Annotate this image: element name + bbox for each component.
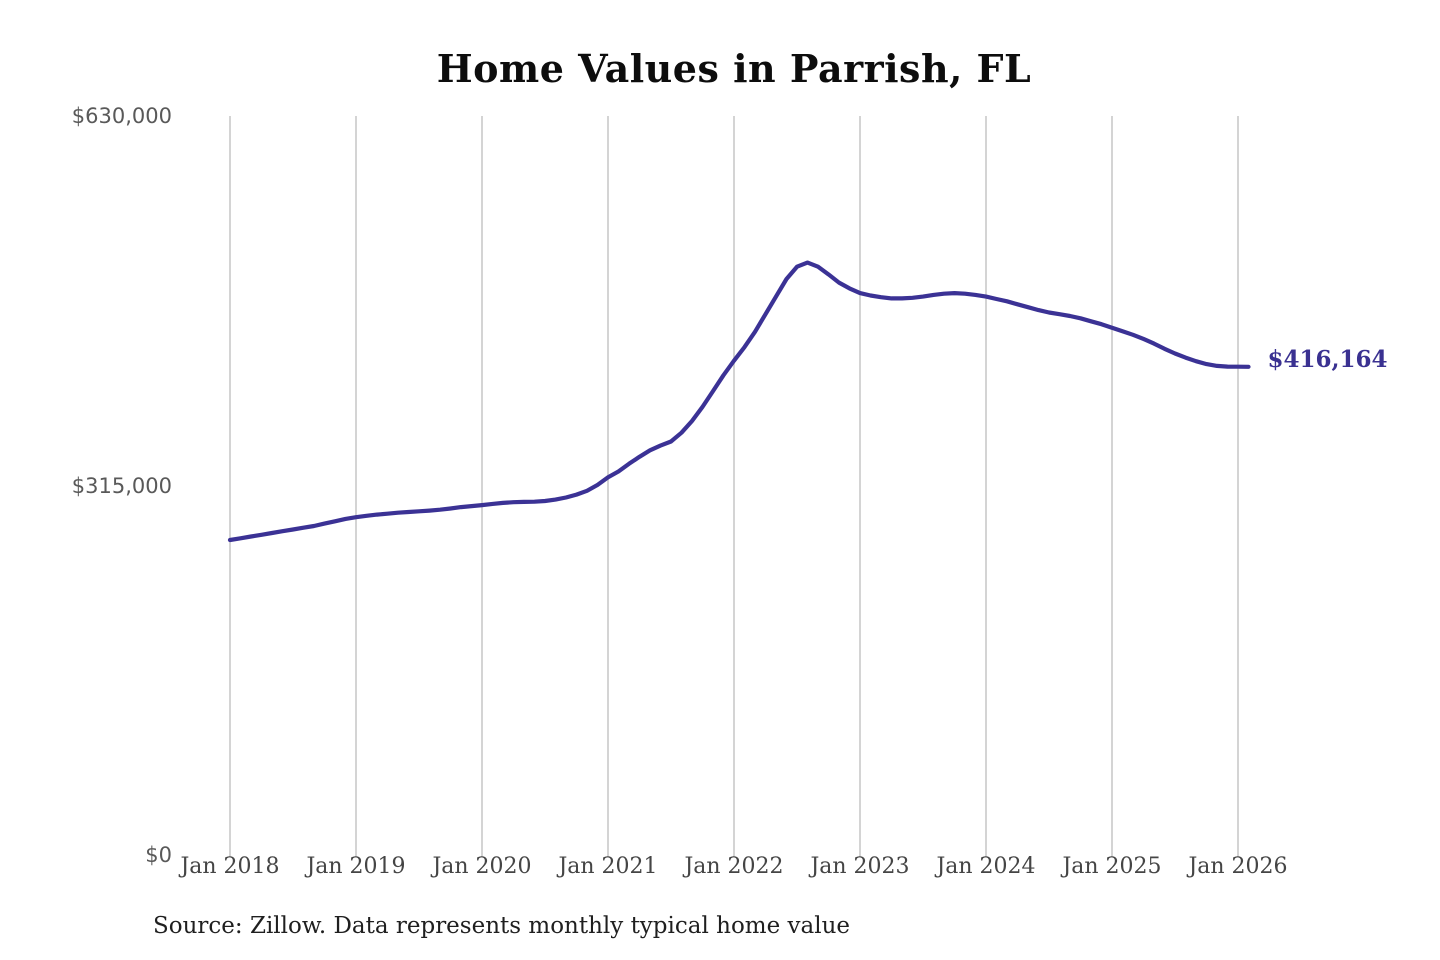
x-tick-label: Jan 2026 xyxy=(1188,854,1288,879)
home-value-line xyxy=(227,260,1251,543)
y-tick-label: $0 xyxy=(145,843,172,867)
chart-title: Home Values in Parrish, FL xyxy=(436,46,1032,91)
latest-value-label: $416,164 xyxy=(1267,345,1388,373)
x-tick-label: Jan 2021 xyxy=(558,854,658,879)
y-tick-label: $315,000 xyxy=(71,473,172,498)
x-tick-label: Jan 2022 xyxy=(684,854,784,879)
y-tick-label: $630,000 xyxy=(71,104,172,128)
x-tick-label: Jan 2020 xyxy=(432,854,532,879)
x-tick-label: Jan 2019 xyxy=(306,854,406,879)
x-tick-label: Jan 2018 xyxy=(180,854,280,879)
x-tick-label: Jan 2025 xyxy=(1062,854,1162,879)
x-tick-label: Jan 2023 xyxy=(810,854,910,879)
source-note: Source: Zillow. Data represents monthly … xyxy=(153,913,851,939)
gridlines xyxy=(229,116,1239,857)
x-tick-label: Jan 2024 xyxy=(936,854,1036,879)
